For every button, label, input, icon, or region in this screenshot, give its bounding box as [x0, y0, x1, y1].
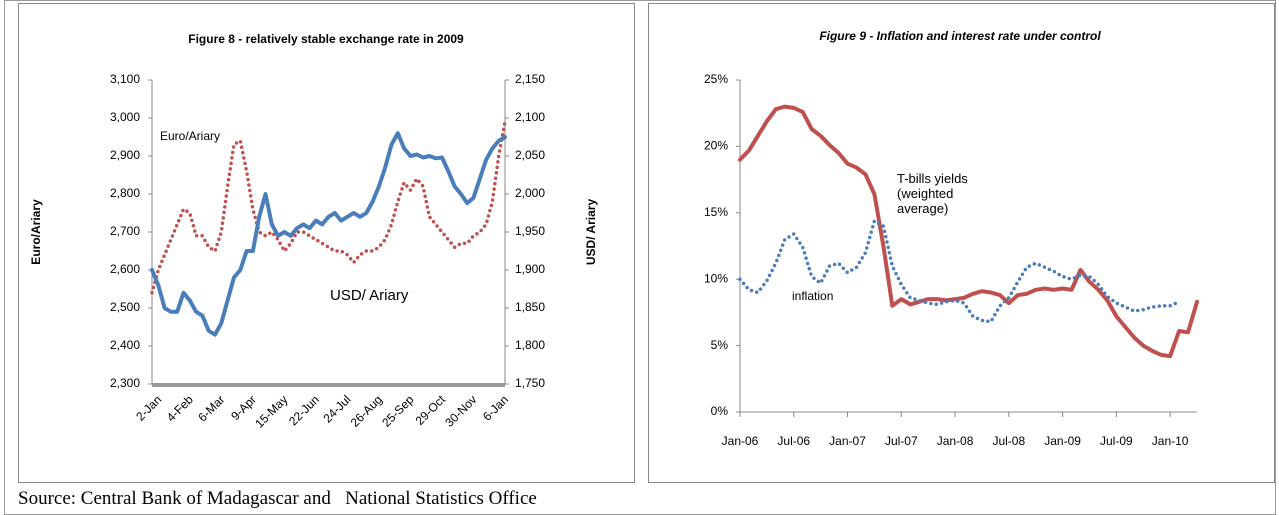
x-tick-label: Jul-09 [1100, 434, 1133, 448]
series-label: T-bills yields (weighted average) [897, 171, 968, 216]
x-tick-label: Jul-06 [777, 434, 810, 448]
y-tick-label: 2,400 [110, 338, 140, 352]
y-tick-label: 20% [704, 139, 728, 153]
x-tick-label: Jan-09 [1044, 434, 1081, 448]
series-label: inflation [792, 289, 834, 303]
x-tick-label: Jan-10 [1152, 434, 1189, 448]
y2-tick-label: 1,900 [515, 262, 545, 276]
series-label: Euro/Ariary [160, 129, 221, 143]
series-line [738, 219, 1181, 324]
y-tick-label: 3,000 [110, 110, 140, 124]
chart-title: Figure 8 - relatively stable exchange ra… [188, 32, 464, 46]
y2-tick-label: 2,100 [515, 110, 545, 124]
chart-title: Figure 9 - Inflation and interest rate u… [819, 29, 1101, 43]
y-tick-label: 2,600 [110, 262, 140, 276]
y2-axis-title: USD/ Ariary [584, 199, 598, 266]
y2-tick-label: 1,950 [515, 224, 545, 238]
y2-tick-label: 1,800 [515, 338, 545, 352]
y2-tick-label: 2,050 [515, 148, 545, 162]
y-tick-label: 15% [704, 205, 728, 219]
y-tick-label: 2,800 [110, 186, 140, 200]
x-tick-label: 22-Jun [286, 392, 322, 428]
x-tick-label: 15-May [252, 392, 290, 430]
y-tick-label: 2,500 [110, 300, 140, 314]
y-tick-label: 10% [704, 271, 728, 285]
series-line [150, 131, 507, 337]
x-tick-label: Jan-08 [937, 434, 974, 448]
x-tick-label: 2-Jan [133, 392, 164, 423]
y-tick-label: 0% [711, 404, 729, 418]
x-tick-label: 6-Jan [480, 392, 511, 423]
x-tick-label: 26-Aug [348, 392, 385, 429]
source-note: Source: Central Bank of Madagascar and N… [18, 488, 537, 509]
y2-tick-label: 1,850 [515, 300, 545, 314]
y-axis-title: Euro/Ariary [29, 199, 43, 265]
panel-frame [648, 3, 1275, 483]
y2-tick-label: 2,000 [515, 186, 545, 200]
y-tick-label: 25% [704, 72, 728, 86]
y-tick-label: 2,900 [110, 148, 140, 162]
x-tick-label: 6-Mar [195, 392, 227, 424]
x-tick-label: 30-Nov [442, 392, 479, 429]
x-tick-label: Jul-07 [885, 434, 918, 448]
x-tick-label: 4-Feb [164, 392, 196, 424]
y2-tick-label: 1,750 [515, 376, 545, 390]
outer-frame [4, 0, 1276, 515]
x-axis [152, 383, 505, 387]
series-line [738, 104, 1199, 359]
x-tick-label: 29-Oct [413, 392, 449, 428]
y-tick-label: 2,700 [110, 224, 140, 238]
series-line [150, 120, 507, 295]
y-tick-label: 5% [711, 338, 729, 352]
panel-frame [18, 3, 635, 483]
x-tick-label: Jan-07 [829, 434, 866, 448]
y-tick-label: 3,100 [110, 72, 140, 86]
x-tick-label: 25-Sep [379, 392, 416, 429]
series-label: USD/ Ariary [330, 287, 409, 304]
x-tick-label: Jan-06 [722, 434, 759, 448]
y-tick-label: 2,300 [110, 376, 140, 390]
x-tick-label: Jul-08 [992, 434, 1025, 448]
y2-tick-label: 2,150 [515, 72, 545, 86]
